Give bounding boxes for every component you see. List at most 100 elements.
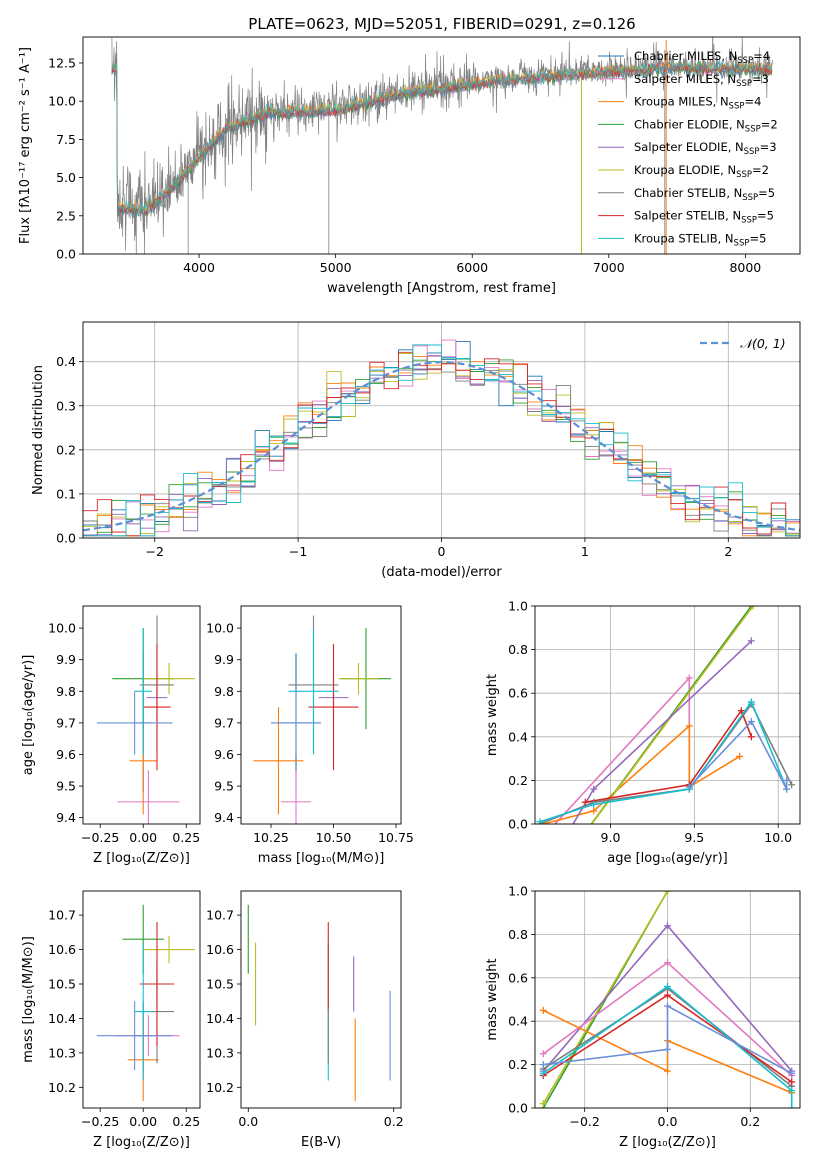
legend-label-main: Chabrier MILES, N bbox=[634, 49, 737, 63]
residual-histogram bbox=[83, 351, 800, 537]
legend-label-sub: SSP bbox=[734, 238, 750, 248]
plot-area-mass_vs_ebv bbox=[247, 904, 391, 1102]
axes-frame bbox=[240, 890, 402, 1109]
legend-label: Salpeter MILES, NSSP=3 bbox=[634, 72, 769, 89]
mass-weight-marker bbox=[539, 1006, 547, 1014]
y-tick-label: 10.7 bbox=[48, 908, 76, 923]
legend-label-sub: SSP bbox=[741, 216, 757, 226]
x-tick-label: 0.00 bbox=[129, 1114, 157, 1129]
x-tick-label: 10.0 bbox=[764, 830, 792, 845]
legend-label-sub: SSP bbox=[737, 56, 753, 66]
legend-label-main: Chabrier STELIB, N bbox=[634, 186, 742, 200]
y-tick-label: 10.4 bbox=[48, 1011, 76, 1026]
residual-histogram bbox=[83, 344, 800, 537]
legend-label: Chabrier STELIB, NSSP=5 bbox=[634, 186, 775, 203]
y-axis-label: mass weight bbox=[485, 958, 500, 1040]
y-tick-label: 0.8 bbox=[508, 927, 528, 942]
residual-histogram bbox=[83, 368, 800, 537]
mass-weight-marker bbox=[539, 1100, 547, 1108]
x-tick-label: 0.2 bbox=[384, 1114, 404, 1129]
mass-weight-marker bbox=[664, 991, 671, 999]
y-tick-label: 10.5 bbox=[48, 977, 76, 992]
x-axis-label: Z [log₁₀(Z/Z⊙)] bbox=[619, 1135, 716, 1150]
mass-weight-line bbox=[542, 1009, 793, 1094]
x-tick-label: −0.25 bbox=[81, 830, 119, 845]
x-tick-label: 0.25 bbox=[172, 830, 200, 845]
y-tick-label: 10.0 bbox=[48, 621, 76, 636]
axes-frame bbox=[82, 321, 801, 539]
axes-age_vs_mass: 10.25 10.50 10.75 9.4 9.5 9.6 9.7 9.8 9.9 10.0 mas… bbox=[206, 605, 414, 866]
legend-label: Chabrier ELODIE, NSSP=2 bbox=[634, 117, 778, 134]
axes-weight_vs_Z: −0.2 0.0 0.2 0.0 0.2 0.4 0.6 0.8 1.0 Z [log₁₀(Z/Z… bbox=[485, 884, 801, 1150]
mass-weight-marker bbox=[788, 1069, 796, 1077]
legend-label-sub: SSP bbox=[744, 147, 760, 157]
legend-label: Salpeter ELODIE, NSSP=3 bbox=[634, 140, 777, 157]
mass-weight-line bbox=[542, 985, 793, 1108]
y-tick-label: 1.0 bbox=[508, 599, 528, 614]
x-tick-label: 0 bbox=[438, 544, 446, 559]
y-tick-label: 10.5 bbox=[206, 977, 234, 992]
mass-weight-line bbox=[585, 708, 753, 803]
x-axis-label: E(B-V) bbox=[301, 1135, 341, 1150]
y-tick-label: 2.5 bbox=[56, 208, 76, 223]
y-tick-label: 0.0 bbox=[56, 247, 76, 262]
axes-mass_vs_ebv: 0.0 0.2 10.2 10.3 10.4 10.5 10.6 10.7 E(B-V) bbox=[206, 890, 404, 1150]
y-tick-label: 10.7 bbox=[206, 908, 234, 923]
mass-weight-marker bbox=[685, 674, 693, 682]
axes-spectrum: 4000 5000 6000 7000 8000 0.0 2.5 5.0 7.5 10.0 12.5… bbox=[18, 36, 801, 296]
legend-label-main: Kroupa STELIB, N bbox=[634, 231, 734, 245]
mass-weight-marker bbox=[788, 1078, 796, 1086]
legend-label-main: Chabrier ELODIE, N bbox=[634, 117, 745, 131]
y-tick-label: 5.0 bbox=[56, 170, 76, 185]
mass-weight-marker bbox=[539, 1050, 547, 1058]
mass-weight-marker bbox=[749, 606, 757, 610]
mass-weight-marker bbox=[685, 722, 693, 730]
y-tick-label: 0.4 bbox=[508, 729, 528, 744]
y-tick-label: 0.1 bbox=[56, 486, 76, 501]
mass-weight-marker bbox=[685, 783, 693, 791]
plot-area-age_vs_Z bbox=[96, 615, 195, 824]
legend-label-main: Salpeter STELIB, N bbox=[634, 209, 741, 223]
legend-label-n: =4 bbox=[744, 95, 761, 109]
y-tick-label: 9.4 bbox=[214, 810, 234, 825]
x-tick-label: 0.25 bbox=[172, 1114, 200, 1129]
x-axis-label: wavelength [Angstrom, rest frame] bbox=[327, 281, 556, 296]
legend-label-n: =3 bbox=[752, 72, 769, 86]
y-tick-label: 1.0 bbox=[508, 884, 528, 899]
mass-weight-marker bbox=[539, 1069, 547, 1077]
y-axis-label: Flux [fλ10⁻¹⁷ erg cm⁻² s⁻¹ A⁻¹] bbox=[18, 47, 33, 244]
plot-area-spectrum bbox=[111, 37, 773, 254]
y-tick-label: 9.5 bbox=[56, 779, 76, 794]
plot-area-weight_vs_age bbox=[536, 606, 796, 824]
axes-age_vs_Z: −0.25 0.00 0.25 9.4 9.5 9.6 9.7 9.8 9.9 10.0 Z [lo… bbox=[21, 605, 201, 866]
legend-label: 𝒩(0, 1) bbox=[740, 336, 786, 351]
model-spectrum-line bbox=[111, 59, 773, 215]
axes-frame bbox=[82, 605, 201, 825]
y-tick-label: 0.0 bbox=[508, 817, 528, 832]
axes-residuals: −2 −1 0 1 2 0.0 0.1 0.2 0.3 0.4 (data-model)/error… bbox=[31, 321, 801, 580]
y-tick-label: 0.2 bbox=[508, 1057, 528, 1072]
legend-label-sub: SSP bbox=[736, 79, 752, 89]
y-tick-label: 10.0 bbox=[206, 621, 234, 636]
axes-frame bbox=[82, 890, 201, 1109]
x-tick-label: 0.2 bbox=[740, 1114, 760, 1129]
y-axis-label: age [log₁₀(age/yr)] bbox=[21, 655, 36, 776]
mass-weight-marker bbox=[783, 785, 791, 793]
y-tick-label: 10.2 bbox=[206, 1080, 234, 1095]
x-tick-label: 1 bbox=[581, 544, 589, 559]
y-tick-label: 9.7 bbox=[214, 715, 234, 730]
legend-label-n: =2 bbox=[752, 163, 769, 177]
y-tick-label: 10.0 bbox=[48, 94, 76, 109]
y-tick-label: 9.5 bbox=[214, 779, 234, 794]
x-tick-label: 2 bbox=[724, 544, 732, 559]
mass-weight-marker bbox=[664, 922, 671, 930]
x-axis-label: (data-model)/error bbox=[381, 565, 502, 580]
mass-weight-marker bbox=[664, 1045, 671, 1053]
x-tick-label: 0.0 bbox=[238, 1114, 258, 1129]
legend-label: Kroupa MILES, NSSP=4 bbox=[634, 95, 761, 112]
y-tick-label: 0.0 bbox=[508, 1101, 528, 1116]
y-tick-label: 10.4 bbox=[206, 1011, 234, 1026]
y-tick-label: 0.2 bbox=[508, 773, 528, 788]
mass-weight-marker bbox=[590, 785, 598, 793]
y-tick-label: 10.6 bbox=[48, 942, 76, 957]
